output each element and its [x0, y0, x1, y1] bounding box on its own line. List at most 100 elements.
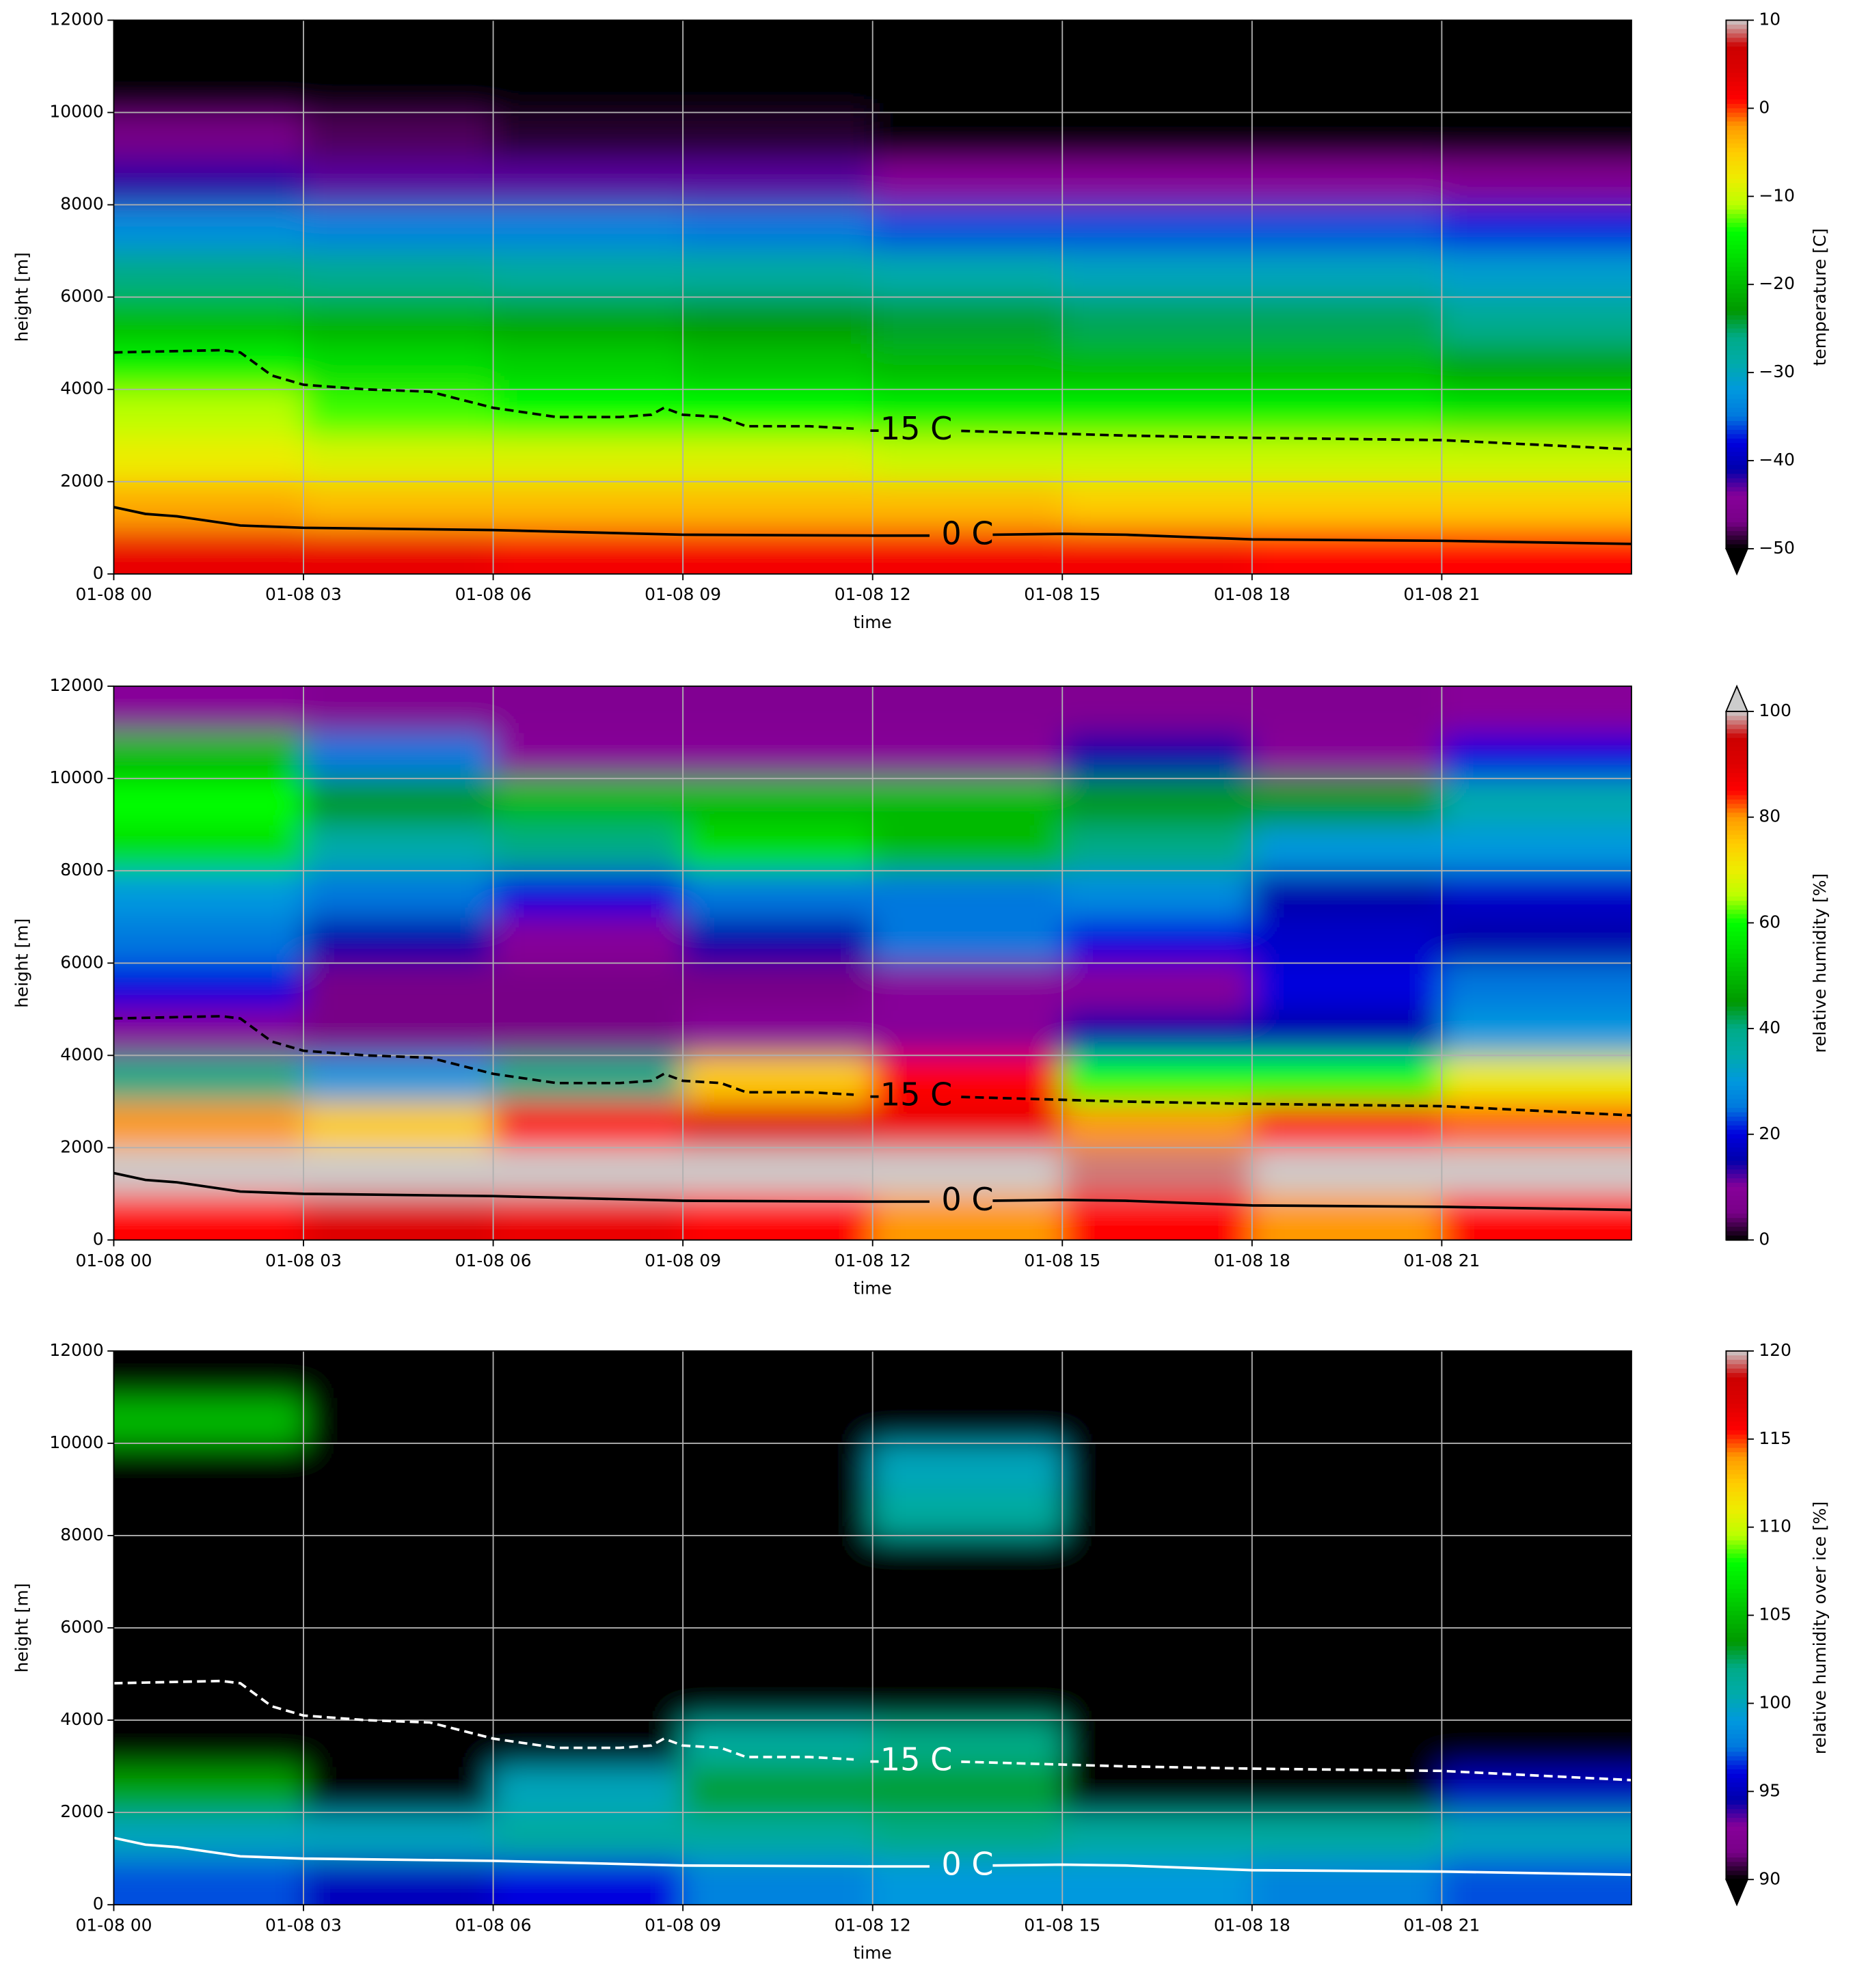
colorbar-step	[1726, 33, 1748, 39]
heatmap-cell	[113, 66, 304, 113]
heatmap-cell	[303, 1673, 494, 1721]
heatmap-cell	[1251, 823, 1443, 872]
heatmap-cell	[1061, 1627, 1253, 1675]
heatmap-cell	[113, 1396, 304, 1444]
heatmap-cell	[1251, 870, 1443, 918]
colorbar-step	[1726, 121, 1748, 127]
heatmap-cell	[871, 1673, 1064, 1721]
colorbar-step	[1726, 1160, 1748, 1166]
colorbar-step	[1726, 187, 1748, 193]
colorbar-step	[1726, 1483, 1748, 1488]
heatmap-cell	[492, 1673, 684, 1721]
heatmap-cell	[1251, 1812, 1443, 1860]
colorbar-step	[1726, 966, 1748, 972]
colorbar-step	[1726, 1760, 1748, 1766]
colorbar-step	[1726, 478, 1748, 484]
heatmap-cell	[871, 296, 1064, 344]
heatmap-cell	[492, 916, 684, 964]
heatmap-cell	[871, 342, 1064, 390]
colorbar-step	[1726, 161, 1748, 167]
colorbar-step	[1726, 271, 1748, 277]
colorbar-step	[1726, 1037, 1748, 1043]
heatmap-cell	[1061, 1147, 1253, 1195]
colorbar-step	[1726, 500, 1748, 506]
heatmap-cell	[1251, 111, 1443, 160]
heatmap-cell	[682, 1765, 874, 1814]
colorbar-step	[1726, 1355, 1748, 1361]
colorbar-step	[1726, 245, 1748, 250]
heatmap-cell	[492, 1396, 684, 1444]
heatmap-cell	[492, 480, 684, 529]
heatmap-cell	[871, 388, 1064, 437]
colorbar-step	[1726, 95, 1748, 100]
x-tick-label: 01-08 06	[455, 584, 532, 604]
colorbar-step	[1726, 491, 1748, 497]
y-axis-label: height [m]	[12, 1583, 32, 1673]
colorbar-step	[1726, 1496, 1748, 1502]
heatmap-cell	[1441, 480, 1631, 529]
colorbar-step	[1726, 1046, 1748, 1052]
colorbar-step	[1726, 1716, 1748, 1722]
colorbar-tick-label: 0	[1759, 1229, 1770, 1249]
colorbar-step	[1726, 1002, 1748, 1007]
heatmap-cell	[682, 870, 874, 918]
colorbar-step	[1726, 218, 1748, 224]
colorbar-step	[1726, 1108, 1748, 1113]
contour-label: 0 C	[941, 515, 993, 552]
colorbar-step	[1726, 892, 1748, 897]
colorbar-step	[1726, 429, 1748, 435]
y-tick-label: 0	[93, 563, 104, 583]
colorbar-step	[1726, 1121, 1748, 1126]
colorbar-step	[1726, 1809, 1748, 1814]
colorbar-step	[1726, 1707, 1748, 1713]
heatmap-cell	[1061, 1765, 1253, 1814]
colorbar-step	[1726, 1786, 1748, 1793]
colorbar-step	[1726, 1152, 1748, 1158]
heatmap-cell	[682, 1488, 874, 1536]
y-tick-label: 12000	[49, 10, 103, 29]
heatmap-cell	[682, 1350, 874, 1398]
contour-line	[113, 1015, 1632, 1117]
heatmap-cell	[113, 1673, 304, 1721]
colorbar-step	[1726, 465, 1748, 471]
colorbar-tick-label: 100	[1759, 700, 1791, 720]
colorbar-tick-label: 120	[1759, 1340, 1791, 1360]
colorbar-step	[1726, 1191, 1748, 1197]
heatmap-cell	[1441, 527, 1631, 574]
heatmap-cell	[113, 1812, 304, 1860]
heatmap-cell	[492, 204, 684, 252]
colorbar-step	[1726, 1059, 1748, 1065]
heatmap-cell	[303, 1765, 494, 1814]
colorbar-step	[1726, 297, 1748, 303]
heatmap-cell	[303, 1442, 494, 1490]
heatmap-cell	[303, 204, 494, 252]
heatmap-cell	[113, 1765, 304, 1814]
colorbar-step	[1726, 957, 1748, 964]
colorbar-step	[1726, 425, 1748, 431]
heatmap-cell	[1251, 527, 1443, 574]
heatmap-cell	[1441, 1396, 1631, 1444]
x-tick-label: 01-08 09	[645, 1251, 721, 1270]
heatmap-cell	[1061, 823, 1253, 872]
colorbar-step	[1726, 474, 1748, 479]
colorbar-step	[1726, 711, 1748, 717]
y-tick-label: 4000	[60, 1044, 103, 1064]
heatmap-cell	[682, 204, 874, 252]
colorbar-step	[1726, 1853, 1748, 1859]
colorbar-step	[1726, 782, 1748, 787]
heatmap-cell	[682, 1673, 874, 1721]
colorbar-step	[1726, 1791, 1748, 1797]
colorbar-step	[1726, 328, 1748, 334]
heatmap-cell	[682, 962, 874, 1010]
y-tick-label: 6000	[60, 952, 103, 972]
colorbar-step	[1726, 742, 1748, 748]
colorbar-step	[1726, 1875, 1748, 1881]
heatmap-cell	[682, 1581, 874, 1629]
colorbar-step	[1726, 1527, 1748, 1533]
colorbar-step	[1726, 135, 1748, 140]
colorbar-step	[1726, 1033, 1748, 1039]
colorbar-step	[1726, 447, 1748, 453]
colorbar-step	[1726, 989, 1748, 994]
colorbar-step	[1726, 746, 1748, 752]
heatmap-cell	[303, 388, 494, 437]
